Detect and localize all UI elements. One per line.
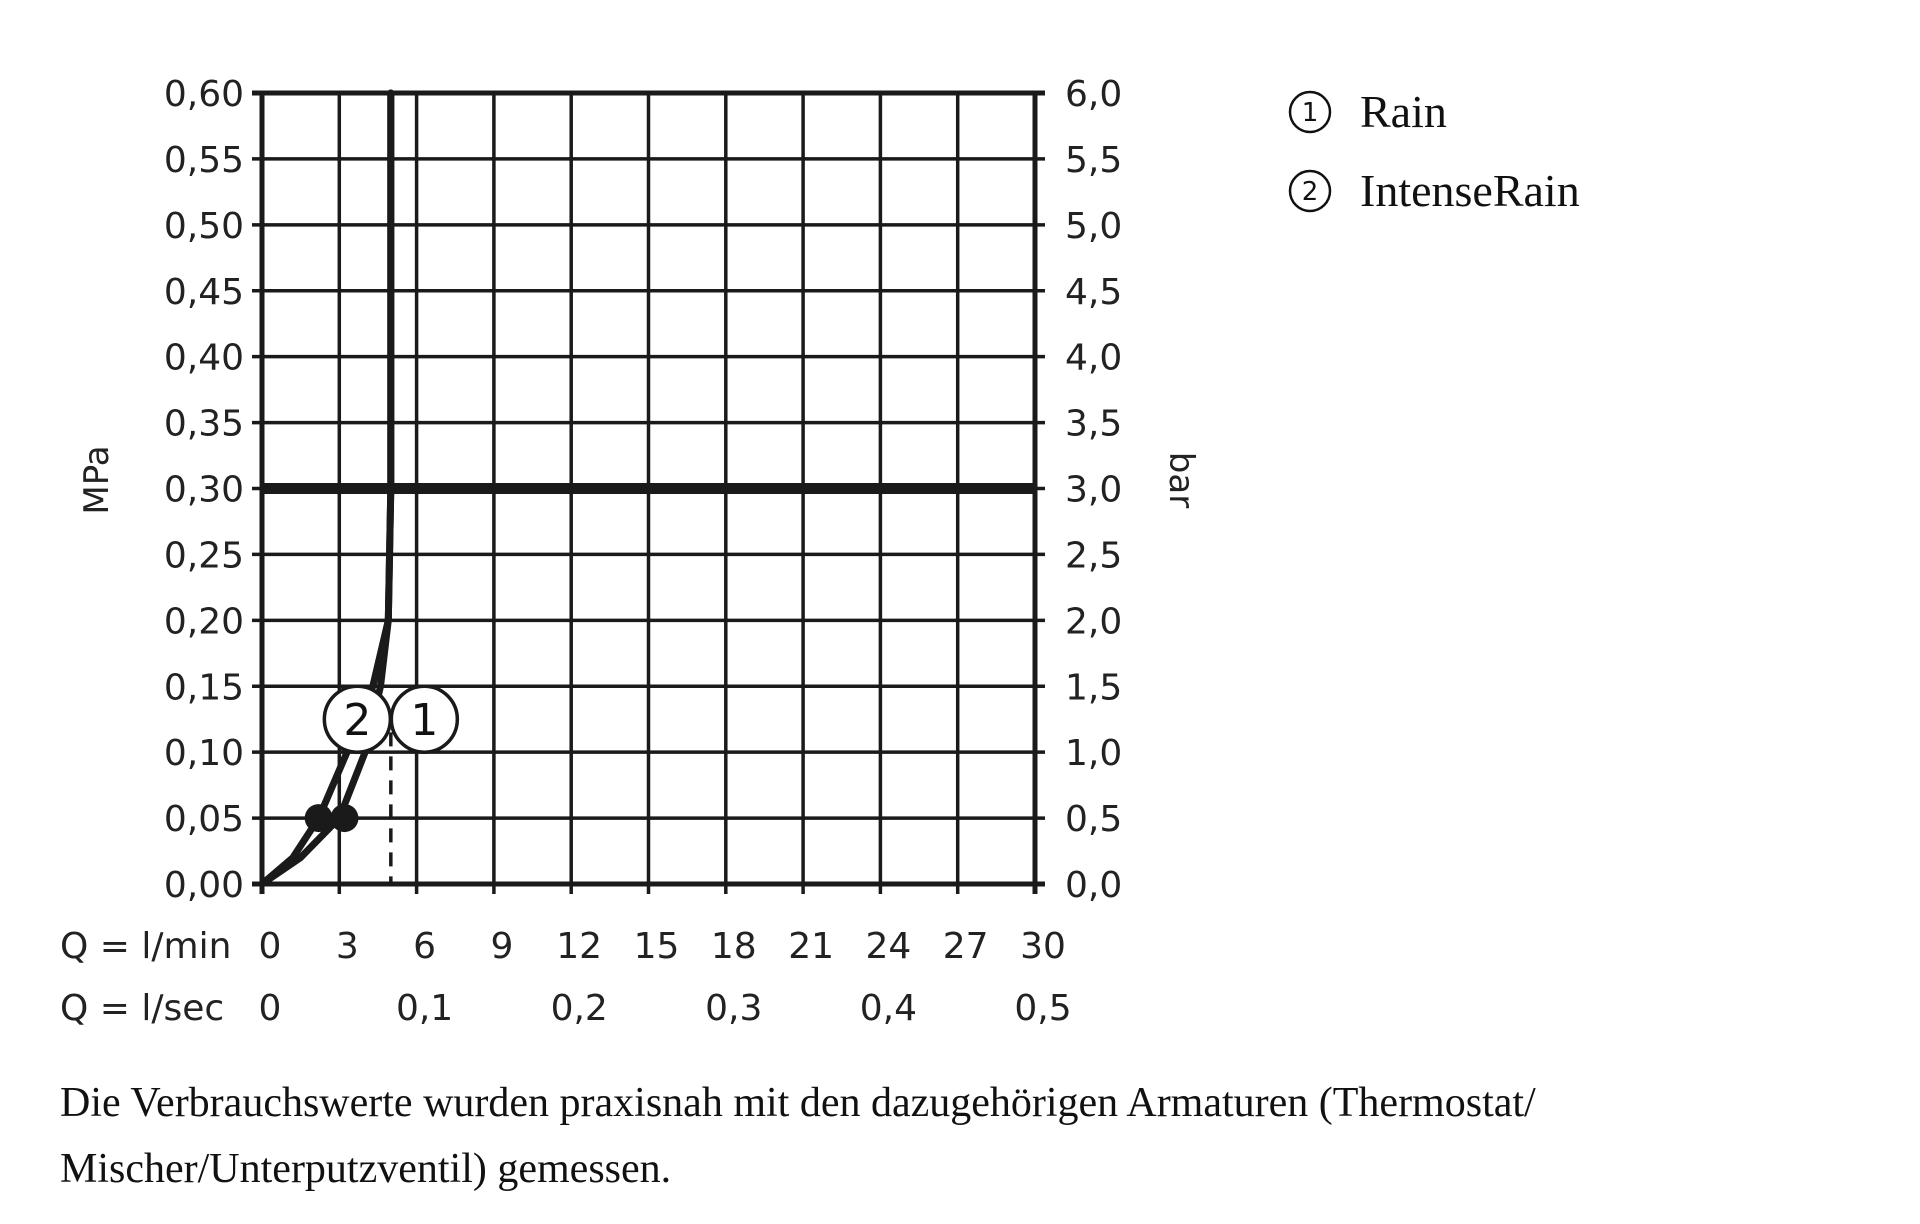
- legend-item-rain: 1 Rain: [1288, 86, 1447, 137]
- label-layer: 0,000,050,100,150,200,250,300,350,400,45…: [164, 74, 1122, 1029]
- y-tick-label-right: 6,0: [1065, 74, 1122, 115]
- curve-badge-number-2: 2: [343, 695, 371, 746]
- x-tick-label-lmin: 0: [259, 926, 282, 967]
- y-tick-label-right: 0,5: [1065, 799, 1122, 840]
- x-axis-title-lmin: Q = l/min: [60, 926, 231, 967]
- y-tick-label-left: 0,20: [164, 601, 244, 642]
- legend-number-1: 1: [1302, 98, 1319, 128]
- y-tick-label-right: 0,0: [1065, 865, 1122, 906]
- x-tick-label-lsec: 0,1: [396, 988, 453, 1029]
- y-tick-label-left: 0,05: [164, 799, 244, 840]
- y-tick-label-left: 0,50: [164, 206, 244, 247]
- y-tick-label-left: 0,45: [164, 272, 244, 313]
- x-tick-label-lsec: 0,3: [705, 988, 762, 1029]
- legend: 1 Rain 2 IntenseRain: [1288, 86, 1580, 216]
- curve-badge-number-1: 1: [410, 695, 438, 746]
- y-tick-label-right: 1,0: [1065, 733, 1122, 774]
- legend-label-intenserain: IntenseRain: [1360, 165, 1580, 216]
- y-tick-label-right: 4,5: [1065, 272, 1122, 313]
- y-tick-label-left: 0,25: [164, 535, 244, 576]
- y-axis-title-left: MPa: [77, 445, 117, 514]
- x-tick-label-lsec: 0,4: [860, 988, 917, 1029]
- y-tick-label-left: 0,10: [164, 733, 244, 774]
- x-tick-label-lmin: 30: [1020, 926, 1066, 967]
- y-tick-label-left: 0,00: [164, 865, 244, 906]
- x-tick-label-lmin: 3: [336, 926, 359, 967]
- x-tick-label-lmin: 15: [634, 926, 680, 967]
- y-tick-label-left: 0,30: [164, 470, 244, 511]
- x-axis-title-lsec: Q = l/sec: [60, 988, 224, 1029]
- y-tick-label-right: 5,0: [1065, 206, 1122, 247]
- curve-badge-circle-1: [389, 684, 460, 754]
- series-marker-2: [304, 804, 333, 833]
- x-tick-label-lmin: 12: [556, 926, 602, 967]
- x-tick-label-lsec: 0,2: [551, 988, 608, 1029]
- y-tick-label-right: 4,0: [1065, 338, 1122, 379]
- x-tick-label-lsec: 0: [259, 988, 282, 1029]
- y-tick-label-right: 1,5: [1065, 667, 1122, 708]
- legend-label-rain: Rain: [1360, 86, 1447, 137]
- legend-circle-1: [1288, 90, 1332, 134]
- y-tick-label-left: 0,55: [164, 140, 244, 181]
- x-tick-label-lmin: 27: [943, 926, 989, 967]
- y-tick-label-left: 0,15: [164, 667, 244, 708]
- legend-number-2: 2: [1302, 177, 1319, 207]
- series-marker-1: [330, 804, 359, 833]
- legend-item-intenserain: 2 IntenseRain: [1288, 165, 1580, 216]
- y-tick-label-right: 5,5: [1065, 140, 1122, 181]
- x-tick-label-lmin: 6: [413, 926, 436, 967]
- x-tick-label-lmin: 18: [711, 926, 757, 967]
- x-tick-label-lmin: 24: [865, 926, 911, 967]
- y-tick-label-left: 0,60: [164, 74, 244, 115]
- y-tick-label-right: 2,5: [1065, 535, 1122, 576]
- legend-circle-2: [1288, 169, 1332, 213]
- grid-layer: [252, 90, 1045, 894]
- y-tick-label-right: 3,5: [1065, 404, 1122, 445]
- x-tick-label-lsec: 0,5: [1014, 988, 1071, 1029]
- y-axis-title-right: bar: [1161, 452, 1201, 508]
- y-tick-label-left: 0,35: [164, 404, 244, 445]
- y-tick-label-right: 2,0: [1065, 601, 1122, 642]
- y-tick-label-left: 0,40: [164, 338, 244, 379]
- y-tick-label-right: 3,0: [1065, 470, 1122, 511]
- footnote: Die Verbrauchswerte wurden praxisnah mit…: [60, 1080, 1536, 1192]
- x-tick-label-lmin: 9: [490, 926, 513, 967]
- x-tick-label-lmin: 21: [788, 926, 834, 967]
